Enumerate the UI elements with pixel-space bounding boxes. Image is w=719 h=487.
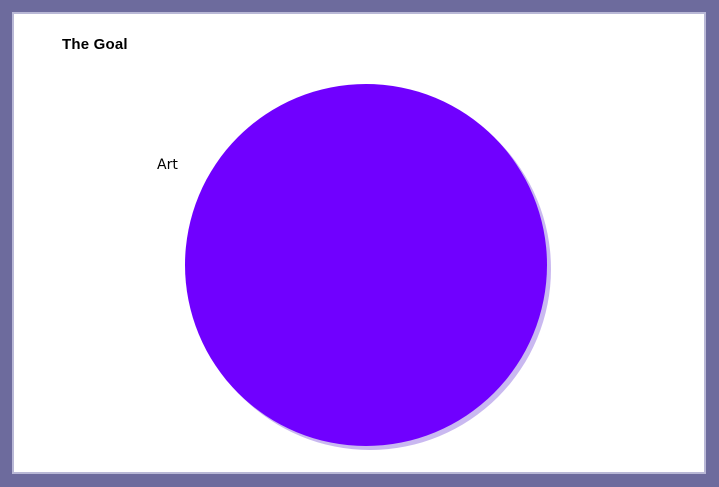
pie-slice-art — [185, 84, 547, 446]
pie-labels: Art — [157, 157, 178, 173]
pie-slices — [185, 84, 547, 446]
chart-panel: The Goal Art — [12, 12, 706, 474]
chart-title: The Goal — [62, 36, 128, 53]
pie-label-art: Art — [157, 157, 178, 173]
pie-chart: Art — [157, 84, 551, 450]
